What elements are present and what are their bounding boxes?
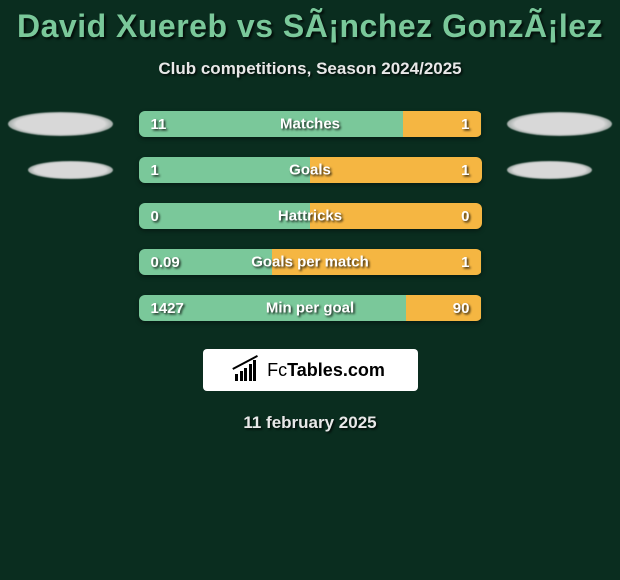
stat-label: Matches [280, 116, 340, 133]
stat-row: 1427 90 Min per goal [0, 295, 620, 321]
comparison-subtitle: Club competitions, Season 2024/2025 [0, 59, 620, 79]
stat-bar: 0 0 Hattricks [139, 203, 482, 229]
stat-value-left: 1 [151, 162, 159, 179]
stat-value-left: 0.09 [151, 254, 180, 271]
stat-label: Goals [289, 162, 331, 179]
stat-value-left: 11 [151, 116, 167, 133]
player-left-indicator [8, 112, 113, 136]
date-label: 11 february 2025 [0, 413, 620, 433]
stat-bar-left: 11 [139, 111, 403, 137]
stats-comparison-container: David Xuereb vs SÃ¡nchez GonzÃ¡lez Club … [0, 0, 620, 433]
stat-value-left: 0 [151, 208, 159, 225]
stats-rows: 111Matches11Goals00Hattricks0.091Goals p… [0, 111, 620, 321]
stat-row: 1 1 Goals [0, 157, 620, 183]
stat-label: Min per goal [266, 300, 354, 317]
stat-bar-right: 1 [310, 157, 482, 183]
player-right-indicator [507, 161, 592, 179]
brand-text: FcTables.com [267, 360, 385, 381]
stat-value-right: 1 [461, 162, 469, 179]
stat-bar: 1 1 Goals [139, 157, 482, 183]
stat-value-left: 1427 [151, 300, 184, 317]
stat-value-right: 1 [461, 116, 469, 133]
stat-row: 0 0 Hattricks [0, 203, 620, 229]
stat-label: Hattricks [278, 208, 342, 225]
player-left-indicator [28, 161, 113, 179]
stat-bar: 111Matches [139, 111, 482, 137]
stat-bar-right: 90 [406, 295, 481, 321]
comparison-title: David Xuereb vs SÃ¡nchez GonzÃ¡lez [0, 8, 620, 45]
branding-panel: FcTables.com [203, 349, 418, 391]
stat-row: 111Matches [0, 111, 620, 137]
stat-bar-right: 1 [403, 111, 482, 137]
stat-value-right: 1 [461, 254, 469, 271]
stat-bar: 0.09 1 Goals per match [139, 249, 482, 275]
stat-value-right: 90 [453, 300, 470, 317]
player-right-indicator [507, 112, 612, 136]
stat-label: Goals per match [251, 254, 369, 271]
stat-bar-left: 1 [139, 157, 311, 183]
chart-icon [235, 359, 261, 381]
stat-value-right: 0 [461, 208, 469, 225]
stat-row: 0.09 1 Goals per match [0, 249, 620, 275]
stat-bar: 1427 90 Min per goal [139, 295, 482, 321]
